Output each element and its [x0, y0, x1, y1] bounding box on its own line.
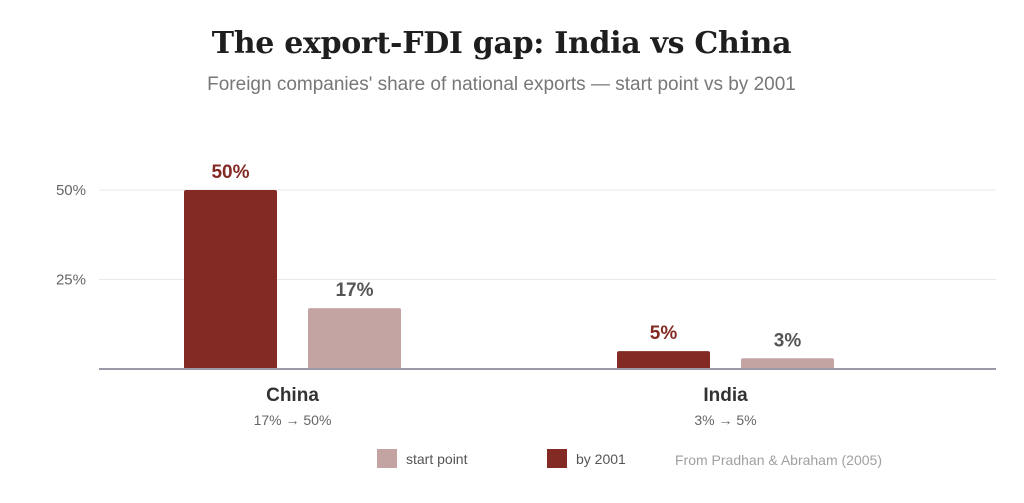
legend-swatch-by-2001 — [547, 449, 567, 468]
legend-label-by-2001: by 2001 — [576, 450, 626, 467]
legend-swatch-start-point — [377, 449, 397, 468]
bar-india-by-2001 — [617, 351, 710, 369]
bar-chart: 25% 50% 50% 17% China 17% → 50% 5% 3% India 3% → … — [56, 162, 996, 428]
data-label-india-start-point: 3% — [774, 330, 802, 351]
data-label-india-by-2001: 5% — [650, 323, 678, 344]
y-tick-label: 25% — [56, 272, 86, 289]
category-label-india: India — [703, 385, 748, 406]
legend-item-start-point: start point — [377, 449, 467, 468]
data-label-china-start-point: 17% — [335, 280, 373, 301]
bar-china-by-2001 — [184, 190, 277, 369]
bar-india-start-point — [741, 358, 834, 369]
category-note-china: 17% → 50% — [254, 412, 332, 428]
legend: start point by 2001 — [0, 449, 1024, 473]
legend-label-start-point: start point — [406, 450, 468, 467]
chart-title: The export-FDI gap: India vs China — [211, 26, 792, 61]
legend-item-by-2001: by 2001 — [547, 449, 626, 468]
bar-china-start-point — [308, 308, 401, 369]
category-note-india: 3% → 5% — [694, 412, 756, 428]
chart-subtitle: Foreign companies' share of national exp… — [207, 74, 796, 95]
y-tick-label: 50% — [56, 182, 86, 199]
data-label-china-by-2001: 50% — [211, 162, 249, 183]
source-note: From Pradhan & Abraham (2005) — [675, 452, 882, 468]
category-label-china: China — [266, 385, 319, 406]
